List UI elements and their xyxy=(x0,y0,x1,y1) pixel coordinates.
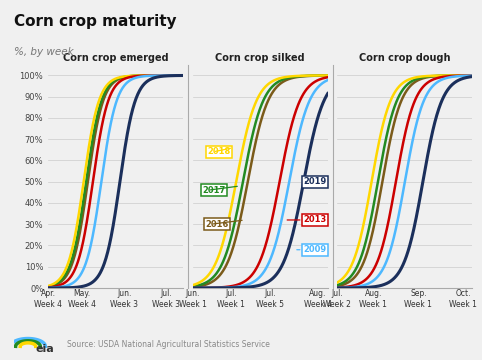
Text: Source: USDA National Agricultural Statistics Service: Source: USDA National Agricultural Stati… xyxy=(67,340,270,349)
Text: %, by week: %, by week xyxy=(14,47,74,57)
Title: Corn crop emerged: Corn crop emerged xyxy=(63,53,169,63)
Title: Corn crop silked: Corn crop silked xyxy=(215,53,305,63)
Text: Corn crop maturity: Corn crop maturity xyxy=(14,14,177,30)
Text: eia: eia xyxy=(36,343,54,354)
Text: 2017: 2017 xyxy=(202,186,226,195)
Text: 2016: 2016 xyxy=(205,220,228,229)
Text: 2013: 2013 xyxy=(304,216,327,225)
Text: 2019: 2019 xyxy=(304,177,327,186)
Text: 2018: 2018 xyxy=(207,148,230,157)
Text: 2009: 2009 xyxy=(304,245,327,254)
Title: Corn crop dough: Corn crop dough xyxy=(359,53,451,63)
